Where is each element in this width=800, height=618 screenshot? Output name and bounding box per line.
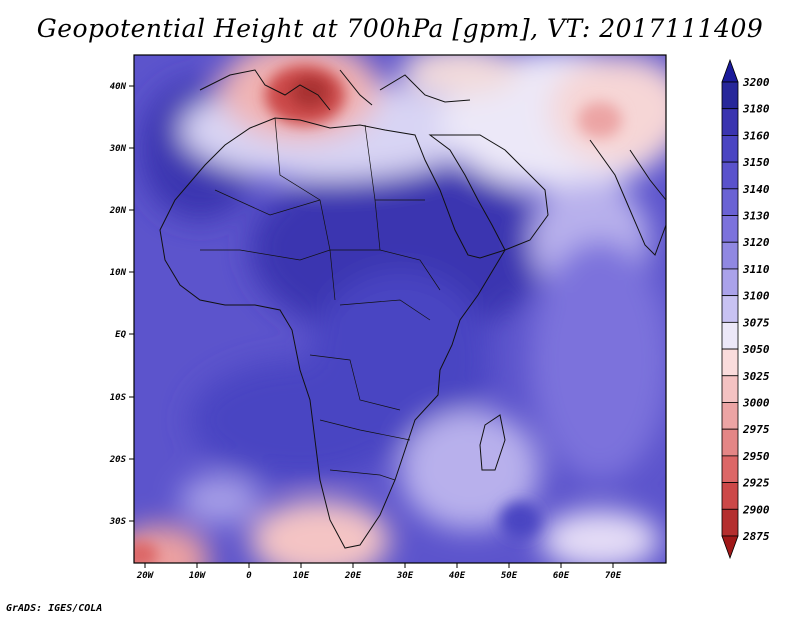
colorbar-band <box>722 82 738 109</box>
colorbar-band <box>722 509 738 536</box>
colorbar-band <box>722 402 738 429</box>
lon-label-70e: 70E <box>605 571 622 581</box>
lat-label-20n: 20N <box>109 206 127 216</box>
lon-label-30e: 30E <box>396 571 414 581</box>
lon-label-20w: 20W <box>136 571 155 581</box>
lat-label-30n: 30N <box>109 144 127 154</box>
lon-label-0: 0 <box>246 571 252 581</box>
lon-label-10w: 10W <box>189 571 207 581</box>
lat-label-20s: 20S <box>109 455 127 465</box>
lon-label-40e: 40E <box>449 571 466 581</box>
colorbar-level-label: 2925 <box>742 477 770 490</box>
colorbar-level-label: 3120 <box>742 236 770 249</box>
colorbar-level-label: 2950 <box>742 450 770 463</box>
lat-label-30s: 30S <box>109 517 127 527</box>
credit-label: GrADS: IGES/COLA <box>6 603 102 614</box>
colorbar-level-label: 3110 <box>742 263 770 276</box>
lat-label-10s: 10S <box>110 393 127 403</box>
colorbar-band <box>722 322 738 349</box>
colorbar-bottom-cap <box>722 536 738 558</box>
colorbar-band <box>722 189 738 216</box>
lon-label-60e: 60E <box>553 571 570 581</box>
lon-axis: 20W 10W 0 10E 20E 30E 40E 50E 60E 70E <box>136 563 622 581</box>
lat-axis: 40N 30N 20N 10N EQ 10S 20S 30S <box>109 82 134 527</box>
colorbar-level-label: 3200 <box>742 76 770 89</box>
colorbar-level-label: 3180 <box>742 103 770 116</box>
colorbar-level-label: 3160 <box>742 129 770 142</box>
colorbar-band <box>722 135 738 162</box>
colorbar-band <box>722 376 738 403</box>
colorbar-band <box>722 216 738 243</box>
colorbar-level-label: 3140 <box>742 183 770 196</box>
colorbar-band <box>722 109 738 136</box>
lon-label-10e: 10E <box>293 571 310 581</box>
colorbar-band <box>722 162 738 189</box>
colorbar-level-label: 3100 <box>742 290 770 303</box>
colorbar-level-label: 2975 <box>742 423 770 436</box>
colorbar: 3200 3180 3160 3150 3140 3130 3120 3110 3100 3075… <box>722 60 770 558</box>
lon-label-20e: 20E <box>344 571 362 581</box>
colorbar-level-label: 2900 <box>742 503 770 516</box>
colorbar-level-label: 3000 <box>742 396 770 409</box>
colorbar-level-label: 3130 <box>742 210 770 223</box>
height-field <box>110 40 690 595</box>
colorbar-band <box>722 483 738 510</box>
colorbar-band <box>722 349 738 376</box>
colorbar-level-label: 2875 <box>742 530 770 543</box>
lat-label-eq: EQ <box>115 330 126 340</box>
colorbar-level-label: 3050 <box>742 343 770 356</box>
colorbar-level-label: 3075 <box>742 316 770 329</box>
colorbar-band <box>722 429 738 456</box>
lat-label-40n: 40N <box>110 82 127 92</box>
colorbar-band <box>722 456 738 483</box>
colorbar-band <box>722 269 738 296</box>
lat-label-10n: 10N <box>110 268 127 278</box>
colorbar-level-label: 3025 <box>742 370 770 383</box>
lon-label-50e: 50E <box>501 571 518 581</box>
colorbar-band <box>722 296 738 323</box>
colorbar-band <box>722 242 738 269</box>
colorbar-top-cap <box>722 60 738 82</box>
map-figure: 40N 30N 20N 10N EQ 10S 20S 30S 20W 10W 0… <box>0 0 800 600</box>
colorbar-level-label: 3150 <box>742 156 770 169</box>
